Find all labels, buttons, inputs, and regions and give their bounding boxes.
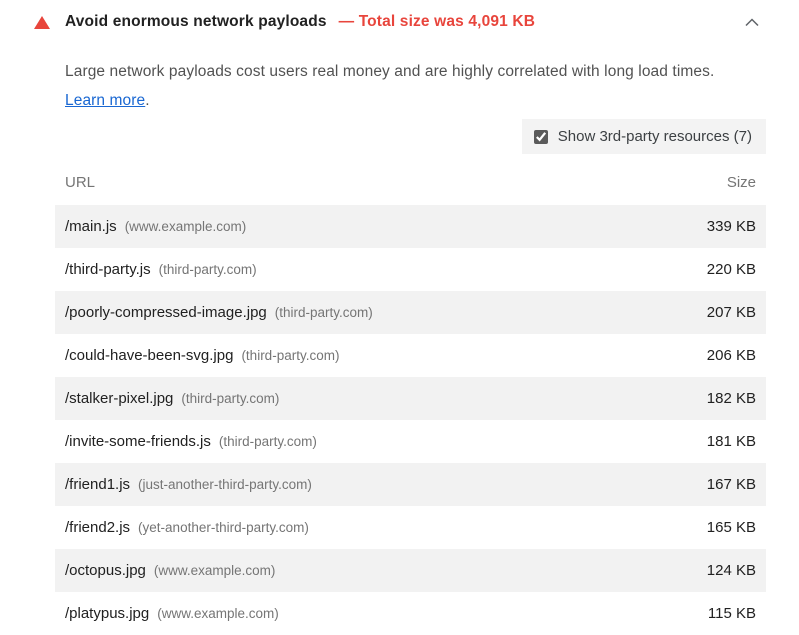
resource-url: /invite-some-friends.js: [65, 433, 211, 450]
resource-size: 167 KB: [706, 476, 756, 493]
resource-url: /poorly-compressed-image.jpg: [65, 304, 267, 321]
resource-host: (yet-another-third-party.com): [138, 520, 309, 535]
resource-url: /main.js: [65, 218, 117, 235]
resource-url: /friend1.js: [65, 476, 131, 493]
resource-host: (third-party.com): [274, 305, 373, 320]
audit-size-summary: — Total size was 4,091 KB: [338, 13, 536, 30]
table-row: /platypus.jpg (www.example.com) 115 KB: [55, 592, 766, 635]
table-row: /stalker-pixel.jpg (third-party.com) 182 K…: [55, 377, 766, 420]
resource-url: /stalker-pixel.jpg: [65, 390, 174, 407]
resource-size: 124 KB: [706, 562, 756, 579]
resource-size: 339 KB: [706, 218, 756, 235]
resource-size: 182 KB: [706, 390, 756, 407]
resource-url: /could-have-been-svg.jpg: [65, 347, 234, 364]
audit-description: Large network payloads cost users real m…: [65, 57, 729, 115]
table-row: /invite-some-friends.js (third-party.com)…: [55, 420, 766, 463]
table-row: /poorly-compressed-image.jpg (third-party…: [55, 291, 766, 334]
table-row: /could-have-been-svg.jpg (third-party.com…: [55, 334, 766, 377]
column-header-url: URL: [65, 174, 96, 191]
resource-host: (www.example.com): [157, 606, 279, 621]
resource-size: 181 KB: [706, 433, 756, 450]
third-party-filter-label: Show 3rd-party resources (7): [557, 128, 752, 145]
description-period: .: [145, 92, 150, 109]
column-header-size: Size: [726, 174, 756, 191]
resource-host: (www.example.com): [124, 219, 247, 234]
chevron-up-icon[interactable]: [743, 14, 761, 31]
table-row: /octopus.jpg (www.example.com) 124 KB: [55, 549, 766, 592]
resource-host: (third-party.com): [181, 391, 280, 406]
third-party-checkbox[interactable]: [533, 129, 548, 144]
resource-host: (www.example.com): [153, 563, 276, 578]
resource-host: (just-another-third-party.com): [138, 477, 312, 492]
resource-url: /friend2.js: [65, 519, 131, 536]
resource-size: 220 KB: [706, 261, 756, 278]
audit-title: Avoid enormous network payloads: [65, 13, 327, 30]
resource-size: 207 KB: [706, 304, 756, 321]
resource-size: 115 KB: [707, 605, 756, 622]
third-party-filter[interactable]: Show 3rd-party resources (7): [521, 119, 766, 154]
resource-size: 206 KB: [706, 347, 756, 364]
resource-host: (third-party.com): [241, 348, 340, 363]
table-row: /main.js (www.example.com) 339 KB: [55, 205, 766, 248]
resource-host: (third-party.com): [158, 262, 257, 277]
resource-url: /third-party.js: [65, 261, 151, 278]
warning-triangle-icon: [34, 15, 50, 29]
resource-table: URL Size /main.js (www.example.com) 339 KB…: [55, 168, 766, 635]
resource-url: /platypus.jpg: [65, 605, 150, 622]
table-header-row: URL Size: [55, 168, 766, 205]
resource-host: (third-party.com): [218, 434, 317, 449]
filter-row: Show 3rd-party resources (7): [0, 119, 766, 154]
resource-url: /octopus.jpg: [65, 562, 146, 579]
table-row: /friend2.js (yet-another-third-party.com)…: [55, 506, 766, 549]
description-text: Large network payloads cost users real m…: [65, 63, 715, 80]
resource-size: 165 KB: [706, 519, 756, 536]
table-body: /main.js (www.example.com) 339 KB/third-pa…: [55, 205, 766, 635]
table-row: /friend1.js (just-another-third-party.com…: [55, 463, 766, 506]
audit-header[interactable]: Avoid enormous network payloads — Total …: [0, 0, 799, 31]
learn-more-link[interactable]: Learn more: [65, 92, 146, 109]
table-row: /third-party.js (third-party.com) 220 KB: [55, 248, 766, 291]
